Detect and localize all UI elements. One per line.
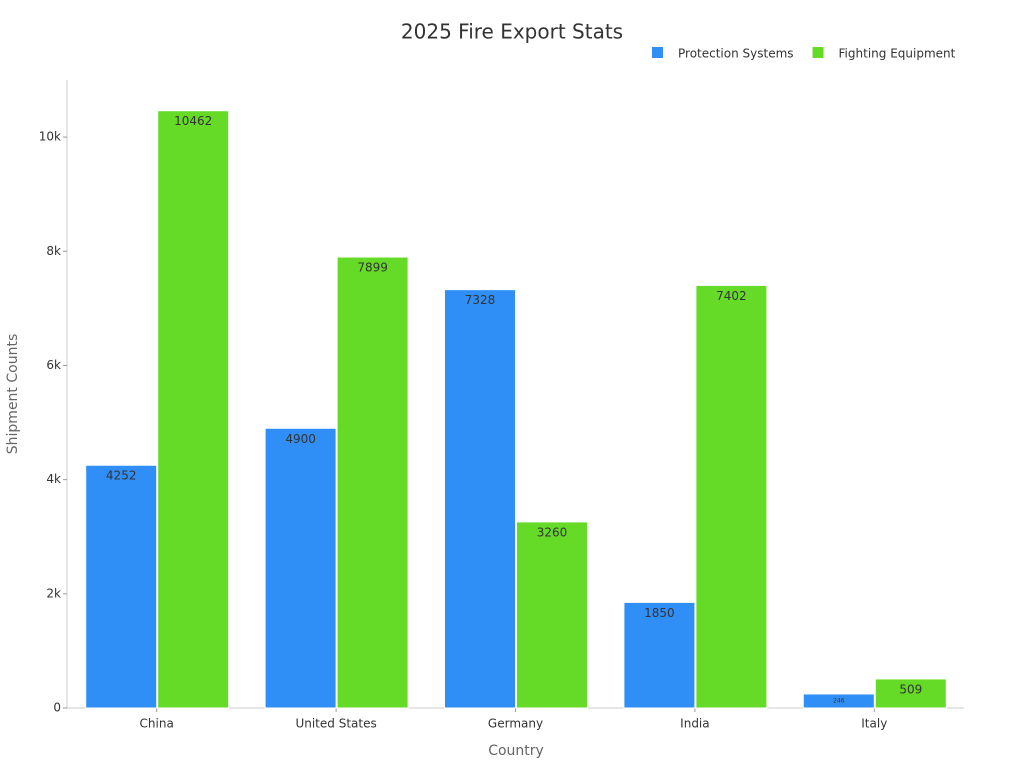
- y-tick-label: 6k: [46, 358, 61, 372]
- bar: [516, 521, 588, 709]
- legend-label: Protection Systems: [678, 47, 794, 61]
- x-tick-label: China: [140, 717, 174, 731]
- value-label: 7328: [465, 293, 496, 307]
- value-label: 3260: [537, 525, 568, 539]
- bar: [336, 256, 409, 709]
- bar: [85, 464, 158, 709]
- value-label: 7899: [357, 261, 388, 275]
- x-tick-label: United States: [295, 717, 376, 731]
- value-label: 4252: [106, 469, 137, 483]
- chart-title: 2025 Fire Export Stats: [401, 20, 623, 44]
- x-axis-label: Country: [488, 743, 544, 759]
- bar: [802, 693, 875, 709]
- y-tick-label: 4k: [46, 472, 61, 486]
- value-label: 246: [833, 697, 845, 704]
- bar: [444, 289, 516, 709]
- legend-swatch: [812, 47, 824, 58]
- y-axis-label: Shipment Counts: [5, 334, 21, 454]
- bar: [264, 427, 337, 709]
- y-tick-label: 8k: [46, 244, 61, 258]
- x-tick-label: India: [680, 717, 709, 731]
- value-label: 10462: [174, 114, 212, 128]
- value-label: 509: [899, 682, 922, 696]
- y-tick-label: 10k: [39, 130, 61, 144]
- legend-swatch: [652, 47, 663, 58]
- bar: [157, 110, 230, 709]
- legend-label: Fighting Equipment: [839, 47, 956, 61]
- value-label: 7402: [716, 289, 747, 303]
- value-label: 1850: [644, 606, 675, 620]
- x-tick-label: Germany: [488, 717, 543, 731]
- bar: [623, 601, 696, 709]
- value-label: 4900: [285, 432, 316, 446]
- x-tick-label: Italy: [861, 717, 887, 731]
- y-tick-label: 2k: [46, 586, 61, 600]
- bar: [874, 678, 947, 709]
- bar: [695, 284, 768, 709]
- y-tick-label: 0: [53, 701, 61, 715]
